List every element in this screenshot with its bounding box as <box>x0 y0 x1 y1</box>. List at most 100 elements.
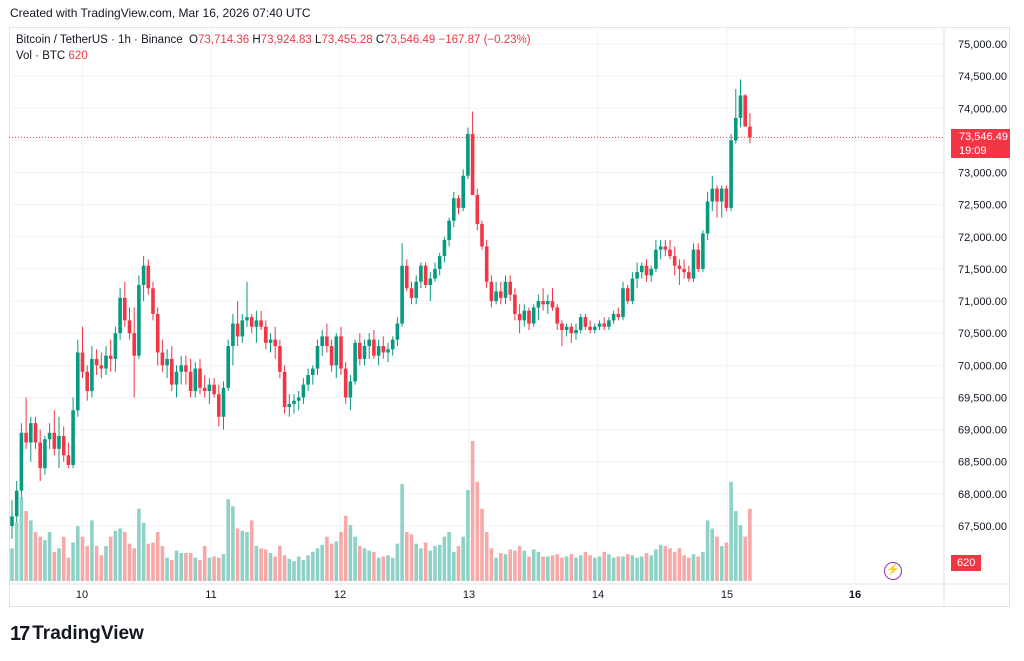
candle-body <box>499 291 503 298</box>
candle-body <box>658 246 663 250</box>
volume-bar <box>550 555 555 581</box>
candle-body <box>24 432 28 443</box>
y-tick-label: 70,000.00 <box>958 360 1007 372</box>
candle-body <box>99 365 104 369</box>
candle-body <box>282 371 287 408</box>
candle-body <box>550 301 555 308</box>
candle-body <box>296 397 301 401</box>
volume-bar <box>376 557 381 581</box>
candle-body <box>738 95 743 118</box>
volume-bar <box>517 546 522 581</box>
volume-bar <box>466 490 470 581</box>
x-tick-label: 16 <box>849 589 861 601</box>
volume-bar <box>522 550 527 581</box>
volume-bar <box>38 536 42 581</box>
volume-bar <box>489 548 494 581</box>
volume-bar <box>174 550 179 581</box>
volume-bar <box>33 532 38 581</box>
volume-bar <box>14 522 19 581</box>
candle-body <box>123 297 127 321</box>
volume-bar <box>339 532 343 581</box>
candle-body <box>475 195 480 224</box>
candle-body <box>188 371 193 392</box>
candle-body <box>710 188 715 202</box>
volume-bar <box>658 544 663 581</box>
volume-bar <box>447 532 451 581</box>
volume-bar <box>696 556 700 581</box>
volume-bar <box>611 557 616 581</box>
volume-bar <box>264 549 268 581</box>
volume-bar <box>353 536 357 581</box>
volume-bar <box>442 536 447 581</box>
candle-body <box>320 336 324 347</box>
candle-body <box>66 455 71 465</box>
volume-bar <box>715 536 719 581</box>
candle-body <box>428 278 433 285</box>
legend-symbol[interactable]: Bitcoin / TetherUS · 1h · Binance <box>16 34 183 46</box>
last-price-tag: 73,546.49 19:09 <box>951 129 1010 158</box>
volume-bar <box>301 560 306 581</box>
candle-body <box>419 265 423 282</box>
volume-bar <box>621 556 625 581</box>
x-tick-label: 11 <box>205 589 216 601</box>
candle-body <box>381 346 386 353</box>
lightning-icon[interactable]: ⚡ <box>884 562 902 580</box>
volume-bar <box>325 536 329 581</box>
candle-body <box>108 355 113 359</box>
volume-bar <box>484 532 489 581</box>
candle-body <box>259 320 263 327</box>
candle-body <box>132 333 136 356</box>
volume-bar <box>278 546 282 581</box>
volume-bar <box>235 528 240 581</box>
candle-body <box>249 317 254 327</box>
chart-legend: Bitcoin / TetherUS · 1h · Binance O73,71… <box>16 32 531 64</box>
volume-bar <box>118 528 122 581</box>
volume-bar <box>287 558 292 581</box>
volume-bar <box>245 532 249 581</box>
candle-body <box>104 355 108 369</box>
candle-body <box>179 365 183 372</box>
legend-high-value: 73,924.83 <box>260 34 312 46</box>
chart-frame <box>9 27 1010 607</box>
y-tick-label: 68,500.00 <box>958 457 1007 469</box>
candle-body <box>555 307 559 324</box>
volume-bar <box>748 508 752 581</box>
candle-body <box>564 326 569 330</box>
volume-bar <box>513 550 517 581</box>
candle-body <box>264 326 268 343</box>
candle-body <box>165 358 169 366</box>
volume-bar <box>268 553 273 581</box>
candle-body <box>160 352 165 366</box>
candle-body <box>668 249 672 257</box>
candle-body <box>607 320 611 327</box>
candle-body <box>47 432 52 440</box>
candle-body <box>672 256 677 266</box>
candle-body <box>76 352 80 411</box>
volume-bar <box>99 555 104 581</box>
y-tick-label: 69,500.00 <box>958 392 1007 404</box>
volume-bar <box>170 560 174 581</box>
candle-body <box>593 326 597 330</box>
y-tick-label: 67,500.00 <box>958 521 1007 533</box>
volume-bar <box>461 536 465 581</box>
y-tick-label: 71,500.00 <box>958 264 1007 276</box>
candle-body <box>503 281 508 298</box>
candle-body <box>29 423 33 443</box>
tradingview-brand[interactable]: 17 TradingView <box>10 622 144 646</box>
volume-bar <box>541 556 545 581</box>
candle-body <box>301 384 306 398</box>
volume-bar <box>508 549 512 581</box>
candle-body <box>306 374 310 385</box>
legend-open-value: 73,714.36 <box>197 34 250 46</box>
x-tick-label: 14 <box>592 589 604 601</box>
volume-bar <box>503 554 508 581</box>
candle-body <box>677 265 682 269</box>
volume-bar <box>602 551 606 581</box>
candle-body <box>33 423 38 443</box>
candle-body <box>184 365 188 372</box>
volume-bar <box>578 555 583 581</box>
candle-body <box>367 339 371 347</box>
volume-bar <box>249 520 254 581</box>
legend-volume-label[interactable]: Vol · BTC <box>16 50 66 62</box>
